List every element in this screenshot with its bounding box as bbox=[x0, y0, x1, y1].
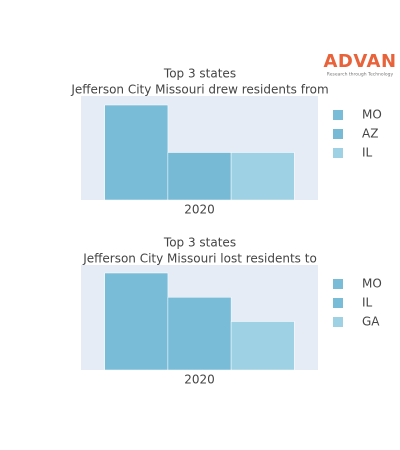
legend-swatch bbox=[333, 110, 343, 120]
legend-label: MO bbox=[362, 277, 382, 291]
legend-label: GA bbox=[362, 315, 380, 329]
legend-label: AZ bbox=[362, 127, 378, 141]
legend-label: IL bbox=[362, 296, 373, 310]
bar bbox=[230, 321, 295, 371]
legend-swatch bbox=[333, 317, 343, 327]
legend-label: MO bbox=[362, 108, 382, 122]
chart-subtitle: Jefferson City Missouri drew residents f… bbox=[70, 83, 328, 97]
bar bbox=[104, 104, 169, 201]
legend-swatch bbox=[333, 129, 343, 139]
chart-title: Top 3 states bbox=[163, 236, 236, 250]
bar bbox=[167, 152, 232, 201]
legend-swatch bbox=[333, 279, 343, 289]
logo: ADVAN bbox=[323, 51, 396, 72]
legend-swatch bbox=[333, 298, 343, 308]
x-tick-label: 2020 bbox=[184, 373, 215, 387]
bar bbox=[104, 272, 169, 371]
legend-swatch bbox=[333, 148, 343, 158]
chart-title: Top 3 states bbox=[163, 67, 236, 81]
x-tick-label: 2020 bbox=[184, 203, 215, 217]
logo-tagline: Research through Technology bbox=[327, 72, 394, 78]
chart-subtitle: Jefferson City Missouri lost residents t… bbox=[82, 252, 317, 266]
bar bbox=[167, 297, 232, 371]
legend-label: IL bbox=[362, 146, 373, 160]
bar bbox=[230, 152, 295, 201]
